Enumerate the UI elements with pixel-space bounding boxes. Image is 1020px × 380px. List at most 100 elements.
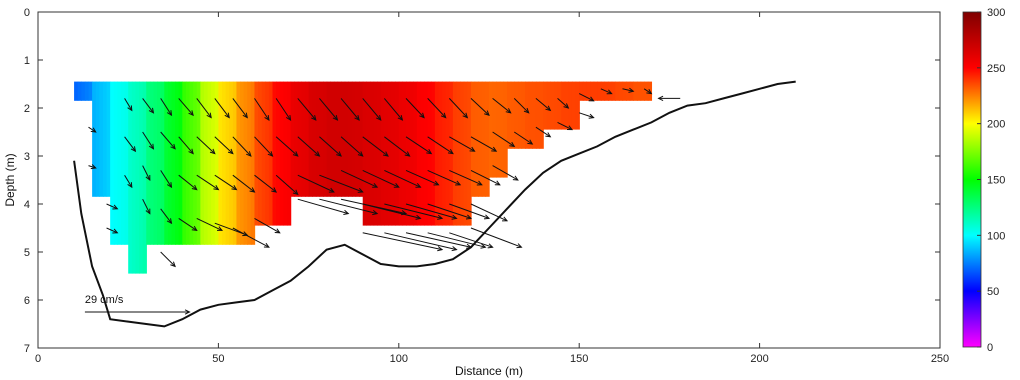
velocity-vectors: [88, 87, 681, 268]
velocity-arrow: [178, 217, 198, 232]
velocity-cell: [445, 81, 450, 226]
arrow-shaft: [470, 98, 490, 116]
velocity-cell: [369, 81, 375, 226]
arrow-head: [274, 228, 281, 234]
velocity-arrow: [362, 169, 400, 188]
arrow-shaft: [622, 88, 634, 92]
x-tick-label: 250: [931, 353, 949, 365]
arrow-shaft: [142, 165, 151, 181]
arrow-head: [566, 125, 574, 131]
velocity-cell: [467, 81, 472, 226]
arrow-head: [166, 182, 173, 189]
colorbar-tick-label: 0: [987, 342, 993, 354]
arrow-shaft: [384, 232, 457, 251]
arrow-shaft: [470, 227, 522, 248]
velocity-cell: [395, 81, 400, 226]
velocity-cell: [149, 81, 155, 245]
arrow-shaft: [214, 136, 234, 154]
arrow-shaft: [254, 174, 277, 193]
velocity-cell: [626, 81, 631, 101]
velocity-cell: [442, 81, 447, 226]
velocity-arrow: [214, 98, 230, 119]
velocity-cell: [222, 81, 227, 245]
colorbar-tick-label: 100: [987, 230, 1005, 242]
arrow-head: [502, 216, 509, 222]
plot-frame: [37, 11, 941, 349]
arrow-shaft: [275, 98, 291, 121]
arrow-head: [191, 184, 198, 191]
velocity-cell: [254, 81, 259, 226]
velocity-cell: [485, 81, 490, 197]
velocity-cell: [337, 81, 342, 197]
velocity-cell: [283, 81, 288, 226]
arrow-shaft: [492, 131, 515, 147]
velocity-cell: [182, 81, 187, 245]
velocity-cell: [409, 81, 414, 226]
y-tick-label: 5: [24, 247, 30, 259]
arrow-shaft: [178, 136, 194, 154]
velocity-cell: [330, 81, 335, 197]
velocity-arrow: [254, 136, 274, 157]
velocity-cell: [456, 81, 461, 226]
velocity-cell: [120, 81, 126, 245]
velocity-arrow: [160, 251, 176, 268]
velocity-cell: [590, 81, 595, 101]
arrow-shaft: [178, 174, 198, 190]
velocity-cell: [496, 81, 501, 178]
arrow-head: [314, 151, 321, 157]
arrow-shaft: [513, 98, 530, 114]
velocity-cell: [600, 81, 606, 101]
velocity-cell: [636, 81, 642, 101]
velocity-cell: [128, 81, 133, 274]
velocity-cell: [474, 81, 479, 197]
arrow-shaft: [405, 98, 425, 118]
velocity-cell: [247, 81, 252, 245]
arrow-shaft: [196, 217, 223, 231]
velocity-arrow: [160, 208, 173, 225]
velocity-arrow: [470, 203, 509, 222]
velocity-cell: [243, 81, 248, 245]
velocity-cell: [160, 81, 165, 245]
x-tick-label: 150: [570, 353, 588, 365]
arrow-head: [127, 182, 133, 189]
velocity-arrow: [297, 98, 317, 121]
x-axis: 0 50 100 150 200 250: [35, 12, 949, 365]
arrow-shaft: [124, 98, 133, 111]
velocity-cell: [225, 81, 230, 245]
reference-vector-group: 29 cm/s: [84, 294, 191, 315]
arrow-shaft: [196, 174, 219, 191]
arrow-shaft: [579, 112, 594, 119]
velocity-cell: [265, 81, 270, 226]
velocity-cell: [189, 81, 194, 245]
arrow-shaft: [160, 98, 172, 116]
velocity-cell: [315, 81, 321, 197]
velocity-cell: [402, 81, 407, 226]
arrow-head: [404, 151, 411, 157]
velocity-cell: [102, 81, 108, 197]
velocity-cell: [644, 81, 649, 101]
arrow-head: [292, 189, 299, 196]
arrow-head: [372, 210, 379, 216]
arrow-shaft: [535, 98, 551, 111]
x-tick-label: 200: [750, 353, 768, 365]
arrow-shaft: [492, 165, 519, 181]
arrow-shaft: [448, 98, 468, 118]
arrow-head: [292, 151, 299, 157]
velocity-arrow: [643, 88, 653, 95]
velocity-cell: [95, 81, 101, 197]
arrow-shaft: [232, 136, 252, 157]
y-tick-label: 6: [24, 295, 30, 307]
arrow-shaft: [427, 136, 454, 155]
arrow-shaft: [319, 174, 363, 193]
arrow-head: [437, 246, 444, 252]
arrow-shaft: [297, 136, 320, 157]
arrow-shaft: [427, 203, 472, 219]
arrow-shaft: [362, 232, 443, 251]
velocity-cell: [359, 81, 364, 197]
velocity-arrow: [405, 136, 433, 155]
arrow-shaft: [160, 251, 176, 267]
arrow-shaft: [254, 136, 273, 157]
arrow-shaft: [124, 174, 133, 188]
velocity-arrow: [492, 165, 519, 181]
velocity-cell: [568, 81, 573, 130]
